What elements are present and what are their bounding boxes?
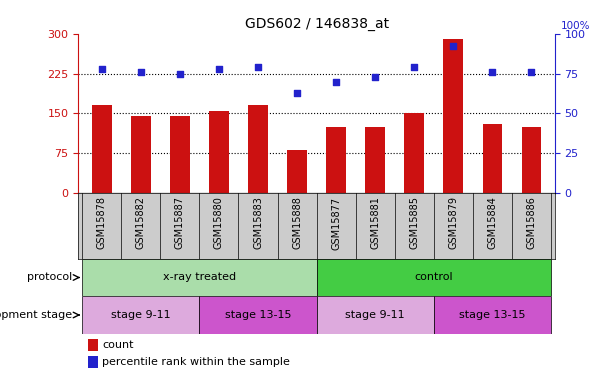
Bar xyxy=(365,127,385,193)
Text: GSM15880: GSM15880 xyxy=(214,196,224,249)
Bar xyxy=(405,113,424,193)
Point xyxy=(214,66,224,72)
Bar xyxy=(522,127,541,193)
Point xyxy=(97,66,107,72)
Point xyxy=(370,74,380,80)
Point xyxy=(136,69,146,75)
Text: percentile rank within the sample: percentile rank within the sample xyxy=(103,357,290,367)
Text: x-ray treated: x-ray treated xyxy=(163,273,236,282)
Bar xyxy=(443,39,463,193)
Text: stage 9-11: stage 9-11 xyxy=(111,310,171,320)
Bar xyxy=(170,116,190,193)
Text: GSM15883: GSM15883 xyxy=(253,196,263,249)
Bar xyxy=(248,105,268,193)
Bar xyxy=(82,296,200,334)
Bar xyxy=(92,105,112,193)
Bar xyxy=(209,111,229,193)
Text: GSM15887: GSM15887 xyxy=(175,196,185,249)
Point xyxy=(292,90,302,96)
Bar xyxy=(200,296,317,334)
Bar xyxy=(482,124,502,193)
Point xyxy=(409,64,419,70)
Text: stage 13-15: stage 13-15 xyxy=(225,310,291,320)
Text: count: count xyxy=(103,340,134,350)
Point xyxy=(526,69,536,75)
Text: control: control xyxy=(414,273,453,282)
Text: GSM15886: GSM15886 xyxy=(526,196,536,249)
Bar xyxy=(88,356,98,368)
Text: GSM15881: GSM15881 xyxy=(370,196,380,249)
Bar xyxy=(88,339,98,351)
Point xyxy=(449,44,458,50)
Text: GSM15878: GSM15878 xyxy=(97,196,107,249)
Point xyxy=(253,64,263,70)
Bar xyxy=(131,116,151,193)
Point xyxy=(175,70,185,76)
Bar xyxy=(434,296,551,334)
Bar xyxy=(287,150,307,193)
Text: GSM15879: GSM15879 xyxy=(448,196,458,249)
Point xyxy=(331,78,341,84)
Text: GSM15882: GSM15882 xyxy=(136,196,146,249)
Text: 100%: 100% xyxy=(560,21,590,31)
Text: protocol: protocol xyxy=(27,273,72,282)
Text: GSM15885: GSM15885 xyxy=(409,196,419,249)
Text: stage 9-11: stage 9-11 xyxy=(346,310,405,320)
Bar xyxy=(317,296,434,334)
Text: GSM15884: GSM15884 xyxy=(487,196,497,249)
Bar xyxy=(82,259,317,296)
Bar xyxy=(326,127,346,193)
Text: GSM15877: GSM15877 xyxy=(331,196,341,249)
Text: development stage: development stage xyxy=(0,310,72,320)
Title: GDS602 / 146838_at: GDS602 / 146838_at xyxy=(244,17,389,32)
Text: stage 13-15: stage 13-15 xyxy=(459,310,526,320)
Point xyxy=(487,69,497,75)
Bar xyxy=(317,259,551,296)
Text: GSM15888: GSM15888 xyxy=(292,196,302,249)
